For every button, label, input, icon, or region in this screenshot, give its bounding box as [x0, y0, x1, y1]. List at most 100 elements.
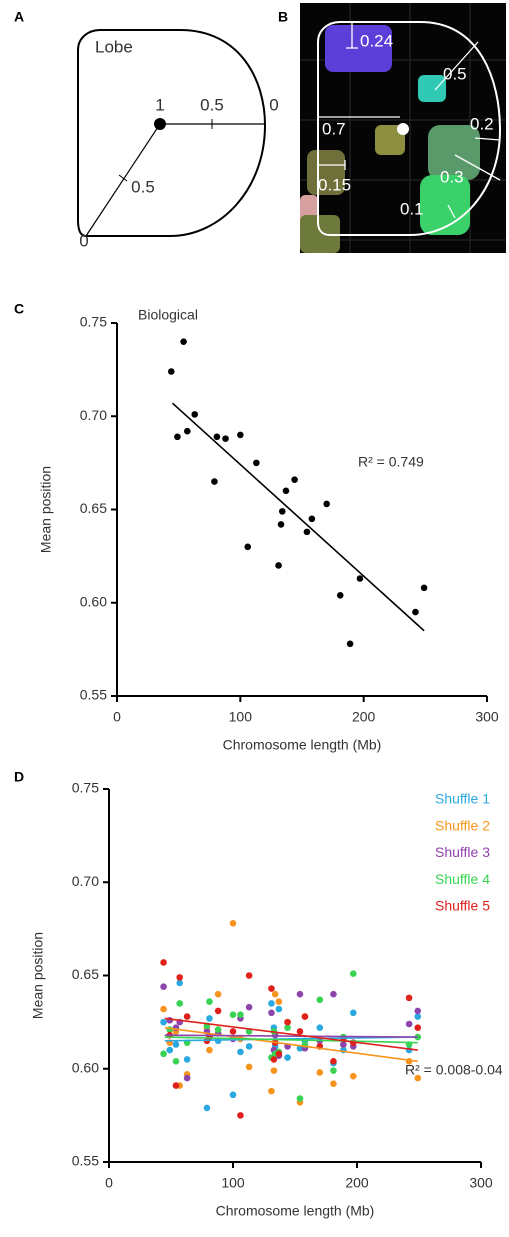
- x-axis-title: Chromosome length (Mb): [216, 1203, 375, 1219]
- fit-line: [164, 1026, 418, 1063]
- point: [176, 979, 183, 987]
- point: [222, 435, 229, 442]
- r2-label: R² = 0.008-0.04: [405, 1062, 503, 1078]
- point: [316, 996, 324, 1004]
- point: [275, 998, 283, 1005]
- point: [206, 998, 213, 1005]
- point: [245, 1043, 253, 1050]
- point: [213, 433, 221, 441]
- point: [349, 1072, 357, 1080]
- point: [214, 1026, 222, 1033]
- point: [166, 1046, 174, 1054]
- point: [405, 1057, 413, 1065]
- point: [303, 528, 311, 536]
- point: [291, 476, 298, 483]
- center-dot: [154, 118, 166, 130]
- y-tick-label: 0.55: [72, 1153, 99, 1169]
- point: [191, 411, 198, 418]
- point: [203, 1104, 211, 1112]
- point: [414, 1074, 422, 1082]
- y-tick-label: 0.65: [72, 966, 99, 982]
- point: [183, 1056, 191, 1063]
- point: [414, 1013, 422, 1020]
- point: [160, 959, 167, 966]
- y-tick-label: 0.75: [72, 780, 99, 796]
- point: [253, 459, 260, 467]
- y-tick-label: 0.70: [72, 873, 99, 889]
- y-tick-label: 0.55: [80, 687, 107, 703]
- point: [245, 972, 253, 979]
- panel-label: A: [14, 9, 24, 25]
- point: [237, 1048, 244, 1056]
- point: [184, 427, 191, 435]
- point: [176, 974, 183, 981]
- point: [330, 990, 337, 998]
- point: [349, 1009, 357, 1017]
- y-tick-label: 0.60: [72, 1059, 99, 1075]
- radial-label: 0: [79, 231, 88, 250]
- point: [167, 368, 175, 375]
- r2-label: R² = 0.749: [358, 454, 424, 470]
- point: [420, 584, 428, 592]
- point: [160, 1005, 167, 1013]
- distance-label: 0.24: [360, 31, 393, 50]
- point: [237, 1112, 244, 1119]
- x-tick-label: 100: [221, 1175, 245, 1191]
- distance-label: 0.2: [470, 114, 494, 133]
- point: [268, 1009, 275, 1017]
- point: [346, 640, 354, 648]
- point: [268, 1000, 275, 1007]
- point: [172, 1082, 180, 1089]
- point: [268, 985, 275, 992]
- point: [244, 543, 252, 551]
- x-tick-label: 100: [229, 709, 253, 725]
- point: [284, 1054, 291, 1061]
- y-tick-label: 0.65: [80, 500, 107, 516]
- lobe-label: Lobe: [95, 37, 133, 56]
- point: [268, 1087, 275, 1095]
- center-label: 1: [155, 95, 164, 114]
- panel-label: C: [14, 301, 24, 317]
- x-tick-label: 300: [469, 1175, 493, 1191]
- point: [330, 1080, 337, 1087]
- legend-label: Shuffle 4: [435, 871, 490, 887]
- point: [323, 500, 330, 508]
- point: [284, 1024, 291, 1032]
- point: [278, 508, 286, 515]
- point: [206, 1046, 213, 1054]
- point: [245, 1003, 253, 1011]
- point: [275, 1005, 283, 1013]
- point: [211, 478, 218, 485]
- x-tick-label: 300: [475, 709, 499, 725]
- lobe-outline: [77, 29, 267, 237]
- panel-label: D: [14, 769, 24, 785]
- point: [296, 1028, 304, 1035]
- point: [160, 1050, 167, 1058]
- point: [284, 1018, 291, 1026]
- point: [282, 487, 290, 495]
- point: [316, 1024, 324, 1032]
- panel-label: B: [278, 9, 288, 25]
- point: [160, 1018, 167, 1026]
- point: [172, 1041, 180, 1048]
- point: [330, 1067, 337, 1074]
- point: [214, 1007, 222, 1015]
- point: [229, 1091, 237, 1099]
- radial-label: 0: [269, 95, 278, 114]
- distance-label: 0.1: [400, 199, 424, 218]
- point: [183, 1074, 191, 1082]
- legend-label: Shuffle 3: [435, 844, 490, 860]
- point: [414, 1007, 422, 1015]
- point: [275, 562, 282, 569]
- fit-line: [164, 1036, 418, 1042]
- distance-label: 0.15: [318, 175, 351, 194]
- y-tick-label: 0.70: [80, 407, 107, 423]
- point: [336, 591, 344, 599]
- point: [308, 515, 316, 523]
- point: [229, 1011, 237, 1018]
- point: [296, 990, 304, 998]
- radius: [85, 123, 161, 237]
- point: [296, 1095, 304, 1102]
- point: [229, 919, 237, 927]
